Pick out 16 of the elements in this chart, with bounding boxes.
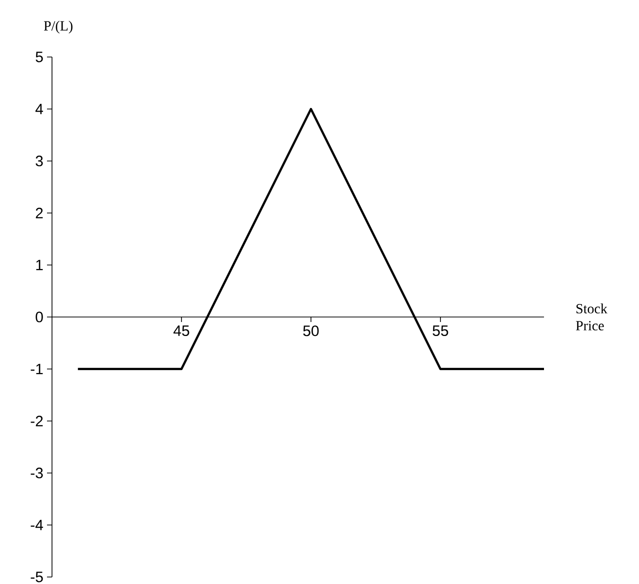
y-tick-label: 2 <box>36 208 43 218</box>
x-tick-label: 45 <box>173 326 190 336</box>
x-tick-label: 50 <box>303 326 319 336</box>
y-tick-label: -5 <box>30 572 43 582</box>
y-tick-label: -1 <box>30 364 43 374</box>
x-tick-label: 55 <box>432 326 448 336</box>
y-tick-label: -3 <box>30 468 43 478</box>
y-tick-label: -4 <box>30 520 44 530</box>
y-tick-label: 1 <box>36 260 43 270</box>
y-axis-title: P/(L) <box>44 20 72 34</box>
x-axis-title: Stock Price <box>576 304 608 330</box>
y-tick-label: 4 <box>35 104 44 114</box>
y-tick-label: -2 <box>30 416 43 426</box>
y-tick-label: 5 <box>36 52 43 62</box>
y-tick-label: 3 <box>36 156 43 166</box>
y-tick-label: 0 <box>36 312 43 322</box>
